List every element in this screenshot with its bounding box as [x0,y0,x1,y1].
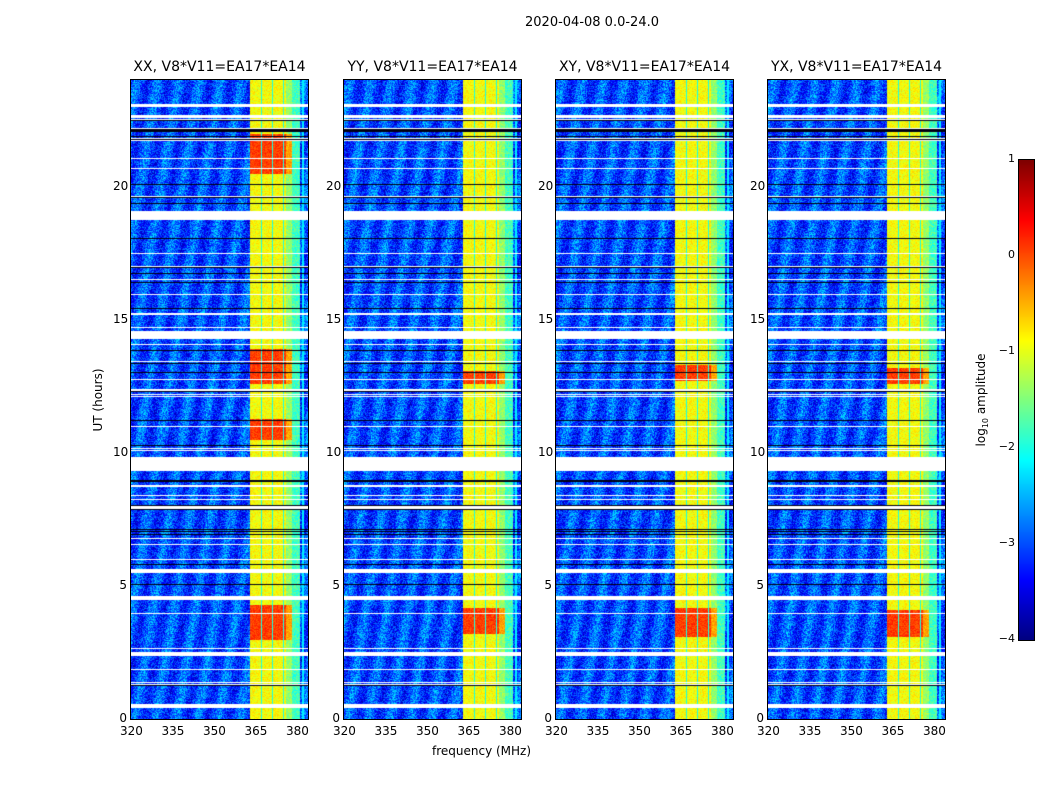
x-tick-label: 380 [498,724,522,738]
x-tick-label: 380 [285,724,309,738]
heatmap-0 [131,80,308,719]
x-tick-label: 335 [798,724,822,738]
y-tick-label: 15 [113,311,129,326]
y-tick-label: 10 [113,444,129,459]
x-axis-label: frequency (MHz) [432,744,532,758]
x-tick-label: 380 [710,724,734,738]
x-tick-label: 380 [922,724,946,738]
y-tick-label: 20 [538,178,554,193]
x-tick-label: 335 [586,724,610,738]
colorbar-tick-label: −2 [998,440,1015,453]
heatmap-2 [556,80,733,719]
y-tick-label: 0 [756,711,764,725]
x-tick-label: 335 [161,724,185,738]
y-tick-label: 10 [538,444,554,459]
x-tick-label: 350 [202,724,226,738]
x-tick-label: 365 [457,724,481,738]
x-tick-label: 365 [244,724,268,738]
x-tick-label: 320 [120,724,143,738]
y-tick-label: 5 [332,577,340,592]
x-tick-label: 365 [669,724,693,738]
colorbar-tick-label: 1 [1008,152,1015,165]
heatmap-3 [768,80,945,719]
panel-title: YX, V8*V11=EA17*EA14 [770,59,943,75]
x-tick-label: 365 [881,724,905,738]
x-tick-label: 320 [333,724,356,738]
panel-title: XX, V8*V11=EA17*EA14 [133,59,306,75]
y-tick-label: 15 [750,311,766,326]
y-axis-label: UT (hours) [91,368,105,432]
x-tick-label: 335 [374,724,398,738]
colorbar-label: log10 amplitude [973,353,991,447]
x-tick-label: 320 [757,724,780,738]
colorbar-tick-label: −1 [998,344,1015,357]
x-tick-label: 350 [839,724,863,738]
heatmap-1 [344,80,521,719]
y-tick-label: 0 [544,711,552,725]
y-tick-label: 20 [326,178,342,193]
panel-title: YY, V8*V11=EA17*EA14 [347,59,518,75]
x-tick-label: 350 [415,724,439,738]
x-tick-label: 320 [545,724,568,738]
colorbar [1019,160,1034,640]
panel-title: XY, V8*V11=EA17*EA14 [558,59,731,75]
y-tick-label: 15 [538,311,554,326]
y-tick-label: 15 [326,311,342,326]
x-tick-label: 350 [627,724,651,738]
y-tick-label: 5 [756,577,764,592]
y-tick-label: 0 [332,711,340,725]
y-tick-label: 0 [119,711,127,725]
colorbar-tick-label: −3 [998,536,1015,549]
y-tick-label: 5 [544,577,552,592]
colorbar-tick-label: 0 [1008,248,1015,261]
y-tick-label: 5 [119,577,127,592]
figure-title: 2020-04-08 0.0-24.0 [525,15,659,30]
colorbar-tick-label: −4 [998,632,1015,645]
y-tick-label: 20 [750,178,766,193]
y-tick-label: 20 [113,178,129,193]
y-tick-label: 10 [750,444,766,459]
y-tick-label: 10 [326,444,342,459]
